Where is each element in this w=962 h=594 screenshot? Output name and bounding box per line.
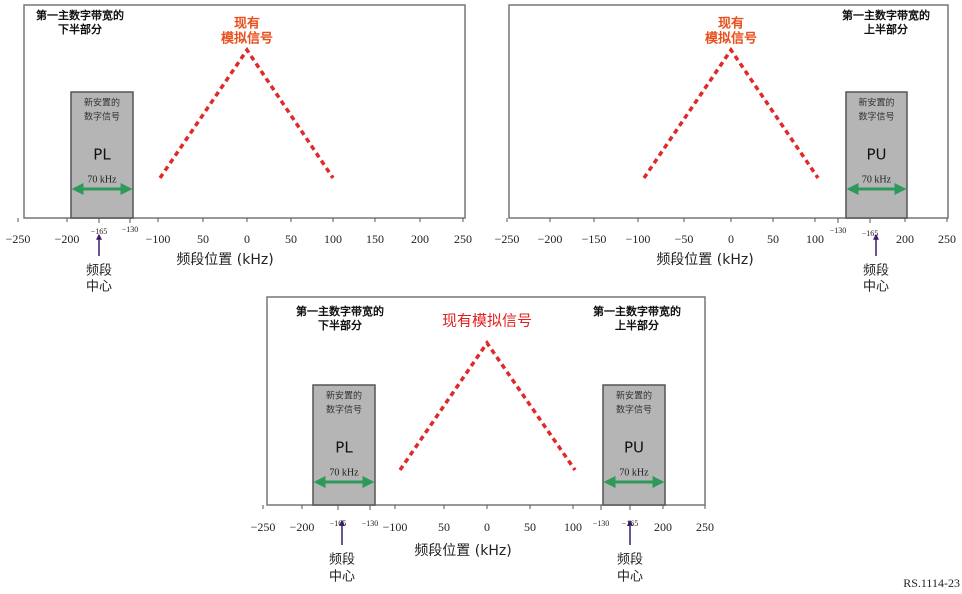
- analog-signal: [642, 46, 820, 179]
- analog-signal-label: 模拟信号: [705, 31, 757, 47]
- x-tick-label: −200: [55, 232, 80, 246]
- signal-code: PL: [93, 146, 111, 164]
- minor-tick-label: −165: [862, 229, 879, 238]
- band-center-label: 中心: [617, 570, 643, 585]
- x-tick-label: 50: [524, 520, 536, 534]
- bandwidth-label: 70 kHz: [619, 467, 649, 478]
- x-tick-label: 100: [564, 520, 582, 534]
- minor-tick-label: −130: [593, 519, 610, 528]
- figure-id: RS.1114-23: [903, 576, 960, 590]
- x-tick-label: 50: [438, 520, 450, 534]
- band-center-label: 中心: [863, 280, 889, 295]
- box-caption: 数字信号: [858, 111, 894, 123]
- x-tick-label: 50: [767, 232, 779, 246]
- analog-signal: [398, 339, 577, 471]
- digital-signal-box: [70, 91, 134, 219]
- x-tick-label: 200: [654, 520, 672, 534]
- axis-title: 频段位置 (kHz): [656, 252, 753, 268]
- analog-signal-label: 现有: [718, 16, 744, 32]
- x-tick-label: −250: [6, 232, 31, 246]
- x-tick-label: −50: [675, 232, 694, 246]
- x-tick-label: 150: [366, 232, 384, 246]
- band-half-label: 第一主数字带宽的: [593, 304, 681, 318]
- bandwidth-label: 70 kHz: [862, 174, 892, 185]
- band-half-label: 第一主数字带宽的: [36, 8, 124, 22]
- band-half-label: 第一主数字带宽的: [296, 304, 384, 318]
- box-caption: 新安置的: [616, 390, 652, 402]
- box-caption: 数字信号: [326, 404, 362, 416]
- band-center-label: 频段: [86, 264, 112, 279]
- band-half-label: 上半部分: [864, 22, 908, 36]
- signal-code: PU: [624, 439, 644, 457]
- x-tick-label: 50: [197, 232, 209, 246]
- x-tick-label: −200: [290, 520, 315, 534]
- minor-tick-label: −165: [330, 519, 347, 528]
- minor-tick-label: −130: [362, 519, 379, 528]
- minor-tick-label: −130: [830, 226, 847, 235]
- x-tick-label: −250: [495, 232, 520, 246]
- minor-tick-label: −165: [91, 227, 108, 236]
- box-caption: 数字信号: [84, 111, 120, 123]
- box-caption: 新安置的: [326, 390, 362, 402]
- signal-code: PL: [335, 439, 353, 457]
- digital-signal-box: [845, 91, 908, 219]
- x-tick-label: −100: [626, 232, 651, 246]
- band-half-label: 第一主数字带宽的: [842, 8, 930, 22]
- x-tick-label: 200: [896, 232, 914, 246]
- axis-title: 频段位置 (kHz): [414, 543, 511, 559]
- bandwidth-label: 70 kHz: [87, 174, 117, 185]
- analog-signal-label: 现有: [234, 16, 260, 32]
- band-half-label: 下半部分: [58, 22, 102, 36]
- x-tick-label: 0: [244, 232, 250, 246]
- x-tick-label: 0: [728, 232, 734, 246]
- band-center-label: 频段: [617, 553, 643, 568]
- box-caption: 新安置的: [84, 97, 120, 109]
- band-half-label: 上半部分: [615, 318, 659, 332]
- box-caption: 新安置的: [858, 97, 894, 109]
- band-center-label: 频段: [329, 553, 355, 568]
- analog-signal-label: 现有模拟信号: [442, 312, 532, 330]
- x-tick-label: 100: [806, 232, 824, 246]
- x-tick-label: 100: [324, 232, 342, 246]
- signal-code: PU: [866, 146, 886, 164]
- x-tick-label: −200: [538, 232, 563, 246]
- band-center-label: 中心: [329, 570, 355, 585]
- x-tick-label: −250: [251, 520, 276, 534]
- x-tick-label: −150: [582, 232, 607, 246]
- x-tick-label: 250: [938, 232, 956, 246]
- x-tick-label: 200: [411, 232, 429, 246]
- minor-tick-label: −130: [122, 225, 139, 234]
- x-tick-label: −100: [146, 232, 171, 246]
- x-tick-label: 250: [696, 520, 714, 534]
- bandwidth-label: 70 kHz: [329, 467, 359, 478]
- box-caption: 数字信号: [616, 404, 652, 416]
- x-tick-label: 0: [484, 520, 490, 534]
- band-center-label: 中心: [86, 280, 112, 295]
- analog-signal-label: 模拟信号: [221, 31, 273, 47]
- x-tick-label: 250: [454, 232, 472, 246]
- x-tick-label: 50: [285, 232, 297, 246]
- band-center-label: 频段: [863, 264, 889, 279]
- band-half-label: 下半部分: [318, 318, 362, 332]
- x-tick-label: −100: [383, 520, 408, 534]
- analog-signal: [158, 46, 335, 179]
- axis-title: 频段位置 (kHz): [176, 252, 273, 268]
